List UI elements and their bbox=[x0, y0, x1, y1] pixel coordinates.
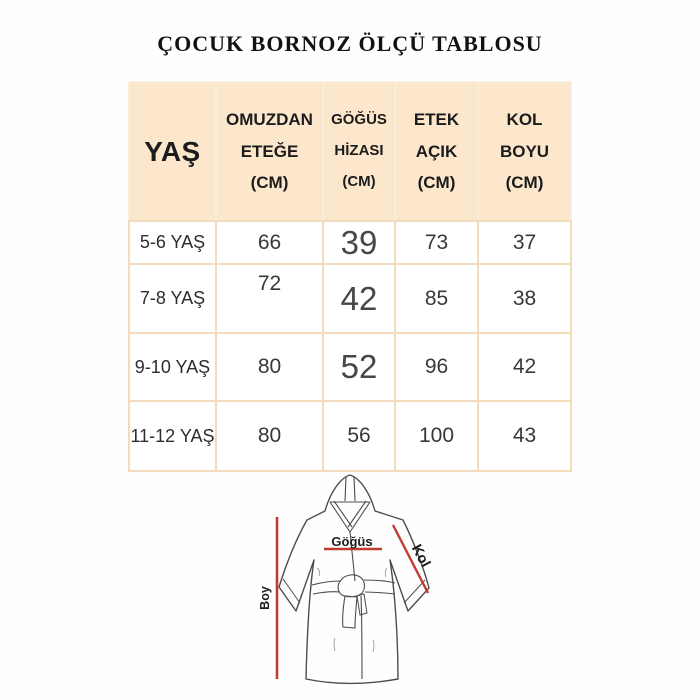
header-line: AÇIK bbox=[415, 141, 458, 161]
fabric-folds bbox=[316, 567, 388, 653]
header-line: OMUZDAN bbox=[226, 110, 313, 130]
belt-tail-short bbox=[356, 593, 368, 616]
col-header-age: YAŞ bbox=[128, 81, 217, 222]
shoulder-to-hem-cell: 80 bbox=[215, 400, 324, 472]
header-line: BOYU bbox=[499, 141, 550, 161]
header-line: (CM) bbox=[342, 172, 376, 190]
robe-outline bbox=[278, 474, 430, 685]
chest-cell: 39 bbox=[322, 220, 396, 265]
measure-line-arm bbox=[391, 524, 430, 594]
arm-length-cell: 38 bbox=[477, 263, 572, 334]
table-row: 9-10 YAŞ 80 52 96 42 bbox=[128, 332, 572, 402]
chest-cell: 42 bbox=[322, 263, 396, 334]
label-height: Boy bbox=[258, 586, 272, 610]
shoulder-to-hem-cell: 66 bbox=[215, 220, 324, 265]
skirt-open-cell: 73 bbox=[394, 220, 479, 265]
age-cell: 11-12 YAŞ bbox=[128, 400, 217, 472]
header-line: KOL bbox=[506, 110, 543, 130]
header-line: (CM) bbox=[250, 173, 289, 193]
belt-tail bbox=[342, 595, 358, 629]
arm-length-cell: 42 bbox=[477, 332, 572, 402]
robe-front-edge bbox=[349, 531, 363, 680]
label-chest: Göğüs bbox=[331, 534, 372, 549]
skirt-open-cell: 96 bbox=[394, 332, 479, 402]
header-row: YAŞ OMUZDAN ETEĞE (CM) GÖĞÜS HİZASI (CM) bbox=[128, 81, 572, 222]
age-cell: 7-8 YAŞ bbox=[128, 263, 217, 334]
header-line: ETEĞE bbox=[240, 141, 299, 161]
col-header-chest: GÖĞÜS HİZASI (CM) bbox=[322, 81, 396, 222]
skirt-open-cell: 100 bbox=[394, 400, 479, 472]
arm-length-cell: 43 bbox=[477, 400, 572, 472]
col-header-shoulder-to-hem: OMUZDAN ETEĞE (CM) bbox=[215, 81, 324, 222]
belt bbox=[311, 579, 396, 595]
page-title: ÇOCUK BORNOZ ÖLÇÜ TABLOSU bbox=[157, 31, 543, 56]
skirt-open-cell: 85 bbox=[394, 263, 479, 334]
size-table: YAŞ OMUZDAN ETEĞE (CM) GÖĞÜS HİZASI (CM) bbox=[128, 81, 572, 472]
col-header-arm-length: KOL BOYU (CM) bbox=[477, 81, 572, 222]
age-cell: 9-10 YAŞ bbox=[128, 332, 217, 402]
arm-length-cell: 37 bbox=[477, 220, 572, 265]
sleeve-cuffs bbox=[282, 578, 426, 604]
header-line: HİZASI bbox=[334, 142, 384, 160]
col-header-skirt-open: ETEK AÇIK (CM) bbox=[394, 81, 479, 222]
table-row: 7-8 YAŞ 72 42 85 38 bbox=[128, 263, 572, 334]
bathrobe-diagram: Boy Göğüs Kol bbox=[258, 474, 433, 685]
chest-cell: 56 bbox=[322, 400, 396, 472]
table-row: 11-12 YAŞ 80 56 100 43 bbox=[128, 400, 572, 472]
header-line: GÖĞÜS bbox=[331, 111, 387, 129]
label-arm: Kol bbox=[408, 542, 433, 570]
header-line: (CM) bbox=[505, 173, 544, 193]
table-row: 5-6 YAŞ 66 39 73 37 bbox=[128, 220, 572, 265]
hood-detail bbox=[329, 476, 371, 533]
header-line: ETEK bbox=[413, 110, 460, 130]
chest-cell: 52 bbox=[322, 332, 396, 402]
belt-knot bbox=[337, 574, 365, 598]
shoulder-to-hem-cell: 80 bbox=[215, 332, 324, 402]
age-cell: 5-6 YAŞ bbox=[128, 220, 217, 265]
header-line: (CM) bbox=[417, 173, 456, 193]
shoulder-to-hem-cell: 72 bbox=[215, 263, 324, 334]
